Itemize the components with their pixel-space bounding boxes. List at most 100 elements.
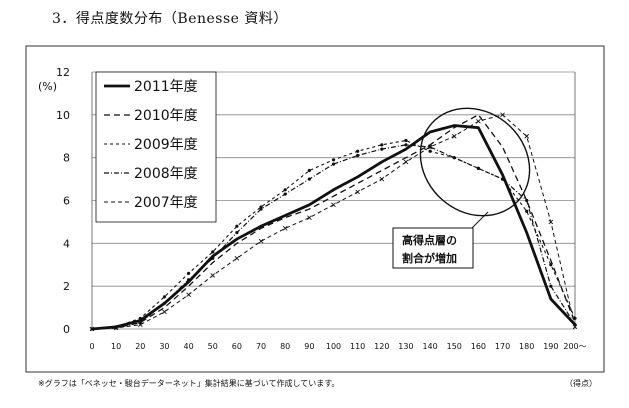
data-point (331, 158, 336, 162)
legend: 2011年度 2010年度 2009年度 2008年度 2007年度 (95, 71, 217, 223)
y-tick-label: 0 (63, 323, 70, 336)
x-tick-label: 40 (184, 342, 194, 351)
data-point (356, 153, 360, 158)
legend-label: 2008年度 (134, 166, 198, 182)
data-point (404, 138, 408, 143)
x-tick-label: 10 (111, 342, 121, 351)
y-axis: 0 2 4 6 8 10 12 (56, 66, 70, 336)
series-lines (89, 112, 578, 332)
data-point (404, 143, 408, 147)
data-point (549, 263, 553, 267)
data-point (525, 209, 529, 213)
y-tick-label: 8 (63, 152, 70, 165)
x-tick-label: 30 (159, 342, 169, 351)
x-tick-label: 0 (89, 342, 94, 351)
data-point (162, 295, 167, 299)
data-point (452, 156, 456, 160)
data-point (210, 273, 216, 278)
data-point (187, 271, 191, 275)
data-point (403, 159, 409, 165)
data-point (355, 189, 360, 195)
data-point (235, 224, 239, 228)
data-point (211, 256, 215, 260)
data-point (186, 292, 191, 298)
annotation-line-1: 高得点層の (402, 233, 457, 247)
x-tick-label: 180 (519, 342, 534, 351)
x-tick-label: 20 (135, 342, 145, 351)
data-point (331, 162, 336, 166)
x-tick-label: 90 (304, 342, 314, 351)
data-point (500, 177, 505, 181)
series-3 (90, 138, 577, 331)
data-point (476, 166, 480, 170)
data-point (525, 198, 529, 203)
data-point (356, 149, 360, 153)
data-point (282, 226, 288, 231)
x-tick-label: 70 (256, 342, 266, 351)
data-point (283, 188, 287, 192)
data-point (476, 118, 481, 124)
data-point (137, 322, 143, 328)
legend-label: 2011年度 (134, 79, 198, 95)
x-tick-label: 130 (398, 342, 413, 351)
x-unit-note: （得点） (565, 379, 597, 388)
data-point (427, 144, 433, 150)
x-tick-label: 190 (543, 342, 558, 351)
data-point (451, 133, 457, 139)
data-point (89, 326, 95, 332)
data-point (211, 250, 215, 254)
data-point (234, 256, 240, 261)
data-point (187, 278, 191, 282)
series-line (91, 114, 576, 330)
x-tick-label: 140 (422, 342, 437, 351)
series-5 (89, 112, 578, 332)
data-point (549, 284, 553, 288)
y-tick-label: 6 (63, 195, 70, 208)
data-point (500, 112, 505, 118)
data-point (235, 231, 239, 235)
legend-box (95, 71, 217, 223)
data-point (331, 202, 336, 208)
data-point (548, 219, 554, 225)
data-point (573, 316, 577, 320)
legend-label: 2010年度 (134, 108, 198, 124)
data-point (572, 324, 578, 330)
y-axis-label: (%) (38, 80, 57, 93)
legend-label: 2009年度 (134, 137, 198, 153)
data-point (307, 177, 311, 181)
y-tick-label: 10 (56, 109, 70, 122)
data-point (307, 168, 311, 173)
legend-label: 2007年度 (134, 195, 198, 211)
data-point (162, 301, 167, 305)
x-tick-label: 170 (495, 342, 510, 351)
data-point (283, 192, 287, 196)
annotation-box (392, 227, 474, 269)
data-point (138, 316, 142, 320)
data-point (380, 143, 384, 147)
x-tick-label: 50 (208, 342, 218, 351)
footnote: ※グラフは「ベネッセ・駿台データーネット」集計結果に基づいて作成しています。 (38, 379, 340, 388)
x-axis: 0 10 20 30 40 50 60 70 80 90 100 110 120 130 140 150 160… (89, 342, 586, 351)
y-tick-label: 12 (56, 66, 70, 79)
data-point (380, 147, 384, 151)
x-tick-label: 200～ (563, 342, 586, 351)
x-tick-label: 160 (471, 342, 486, 351)
data-point (307, 215, 312, 220)
data-point (379, 176, 385, 182)
x-tick-label: 150 (447, 342, 462, 351)
series-2 (91, 114, 576, 330)
y-tick-label: 2 (63, 280, 70, 293)
data-point (162, 309, 167, 315)
x-tick-label: 100 (326, 342, 341, 351)
data-point (524, 133, 530, 139)
annotation-line-2: 割合が増加 (402, 251, 457, 265)
y-tick-label: 4 (63, 237, 70, 250)
chart-frame (25, 45, 605, 373)
data-point (428, 149, 432, 153)
x-tick-label: 110 (350, 342, 365, 351)
annotation-ellipse (419, 107, 531, 217)
data-point (113, 325, 119, 331)
x-tick-label: 60 (232, 342, 242, 351)
data-point (259, 207, 263, 211)
